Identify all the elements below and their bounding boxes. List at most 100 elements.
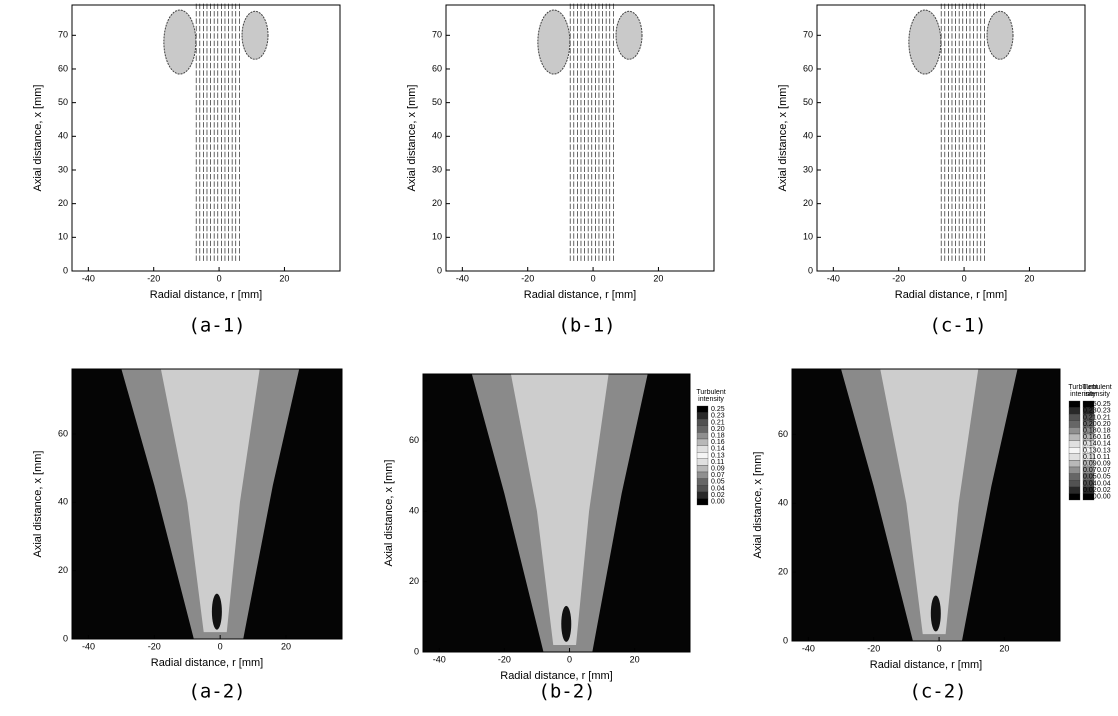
- x-tick-label: -20: [867, 643, 880, 653]
- colorbar-swatch: [1068, 447, 1081, 454]
- recirculation-zone: [241, 10, 269, 60]
- y-tick-label: 10: [58, 232, 68, 242]
- y-tick-label: 20: [803, 198, 813, 208]
- colorbar-swatch: [696, 405, 709, 413]
- colorbar-label: 0.05: [1083, 474, 1097, 481]
- x-tick-label: -40: [82, 641, 95, 651]
- colorbar-label: 0.18: [1083, 428, 1097, 435]
- caption: (a-2): [188, 681, 245, 703]
- colorbar-label: 0.09: [1083, 461, 1097, 468]
- y-tick-label: 70: [58, 30, 68, 40]
- y-tick-label: 10: [432, 232, 442, 242]
- y-tick-label: 20: [432, 198, 442, 208]
- colorbar-label: 0.00: [1083, 494, 1097, 501]
- y-tick-label: 60: [409, 435, 419, 445]
- low-intensity-core: [211, 593, 222, 630]
- x-tick-label: -40: [802, 643, 815, 653]
- x-tick-label: 20: [1024, 273, 1034, 283]
- plot-frame: [816, 4, 1086, 272]
- colorbar-label: 0.25: [711, 406, 725, 413]
- colorbar-label: 0.21: [1097, 414, 1111, 421]
- y-tick-label: 0: [63, 265, 68, 275]
- x-axis-label: Radial distance, r [mm]: [151, 657, 263, 669]
- colorbar-title: Turbulent intensity: [696, 389, 726, 403]
- y-axis-label: Axial distance, x [mm]: [32, 451, 44, 558]
- x-tick-label: -40: [456, 273, 469, 283]
- x-axis-label: Radial distance, r [mm]: [524, 289, 636, 301]
- colorbar-label: 0.25: [1083, 401, 1097, 408]
- colorbar-title: Turbulent intensity: [1068, 384, 1098, 398]
- y-tick-label: 40: [803, 131, 813, 141]
- plot-frame: [791, 368, 1061, 642]
- y-tick-label: 40: [778, 498, 788, 508]
- x-tick-label: -20: [892, 273, 905, 283]
- colorbar-swatch: [1068, 414, 1081, 421]
- caption: (b-2): [538, 681, 595, 703]
- colorbar-label: 0.18: [711, 433, 725, 440]
- y-tick-label: 40: [58, 131, 68, 141]
- x-tick-label: 0: [218, 641, 223, 651]
- panel: -40 -20 0 20 0 10 20 30 40 50 60 70 Radial distance,…: [406, 3, 715, 337]
- recirculation-zone: [908, 9, 942, 75]
- y-axis-label: Axial distance, x [mm]: [752, 452, 764, 559]
- colorbar-swatch: [696, 438, 709, 446]
- colorbar-label: 0.16: [1083, 434, 1097, 441]
- colorbar-swatch: [1068, 400, 1081, 408]
- y-tick-label: 20: [409, 576, 419, 586]
- y-tick-label: 30: [432, 164, 442, 174]
- colorbar-label: 0.11: [1097, 454, 1110, 461]
- x-tick-label: 20: [653, 273, 663, 283]
- colorbar-label: 0.07: [1083, 467, 1097, 474]
- colorbar-label: 0.20: [711, 426, 725, 433]
- colorbar-label: 0.16: [711, 439, 725, 446]
- plot-frame: [71, 4, 341, 272]
- colorbar-title-box: Turbulent intensity: [696, 389, 726, 403]
- colorbar-swatch: [1068, 420, 1081, 428]
- y-tick-label: 0: [63, 633, 68, 643]
- colorbar-label: 0.09: [711, 466, 725, 473]
- colorbar-title-box: Turbulent intensity: [1068, 384, 1098, 398]
- colorbar-swatch: [1068, 427, 1081, 435]
- colorbar-label: 0.14: [711, 446, 725, 453]
- y-tick-label: 60: [58, 428, 68, 438]
- colorbar-label: 0.00: [711, 499, 725, 506]
- x-tick-label: 0: [591, 273, 596, 283]
- colorbar-title-box: Turbulent intensity: [1082, 384, 1111, 398]
- y-tick-label: 20: [778, 567, 788, 577]
- panel: -40 -20 0 20 0 20 40 60 Radial distance, r [mm] A…: [383, 373, 726, 703]
- x-tick-label: 0: [567, 654, 572, 664]
- x-tick-label: 20: [999, 643, 1009, 653]
- panel: -40 -20 0 20 0 10 20 30 40 50 60 70 Radial distance,…: [32, 3, 341, 337]
- colorbar-swatch: [696, 485, 709, 492]
- colorbar-swatch: [1082, 493, 1095, 501]
- colorbar-label: 0.23: [711, 413, 725, 420]
- colorbar-label: 0.20: [1083, 421, 1097, 428]
- colorbar-label: 0.07: [1097, 467, 1111, 474]
- recirculation-zone: [163, 9, 197, 75]
- x-tick-label: 0: [217, 273, 222, 283]
- colorbar-swatch: [696, 458, 709, 466]
- y-axis-label: Axial distance, x [mm]: [383, 460, 395, 567]
- colorbar-swatch: [696, 425, 709, 433]
- y-tick-label: 0: [783, 635, 788, 645]
- colorbar-label: 0.23: [1083, 408, 1097, 415]
- colorbar-label: 0.05: [711, 479, 725, 486]
- x-axis-label: Radial distance, r [mm]: [895, 289, 1007, 301]
- jet-core: [160, 369, 260, 633]
- x-tick-label: 20: [281, 641, 291, 651]
- x-tick-label: 20: [279, 273, 289, 283]
- y-tick-label: 10: [803, 232, 813, 242]
- colorbar-swatch: [1068, 440, 1081, 448]
- colorbar-label: 0.02: [711, 492, 725, 499]
- jet-core: [880, 369, 979, 635]
- y-tick-label: 70: [803, 30, 813, 40]
- colorbar-swatch: [696, 465, 709, 473]
- panel: -40 -20 0 20 0 10 20 30 40 50 60 70 Radial distance,…: [777, 3, 1086, 337]
- x-tick-label: 0: [962, 273, 967, 283]
- colorbar-label: 0.14: [1083, 441, 1097, 448]
- x-tick-label: -40: [433, 654, 446, 664]
- colorbar-swatch: [696, 452, 709, 459]
- y-tick-label: 0: [414, 646, 419, 656]
- y-tick-label: 50: [432, 97, 442, 107]
